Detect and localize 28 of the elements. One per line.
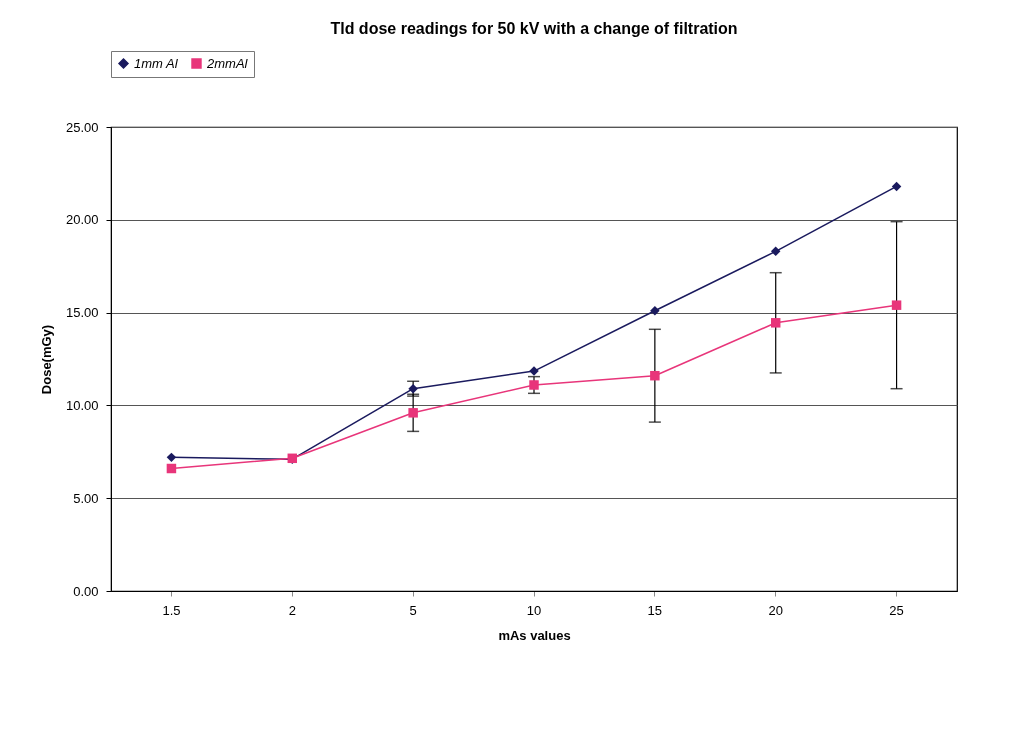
point [770,246,781,257]
y-axis-title: Dose(mGy) [38,324,54,395]
y-tick-label: 15.00 [65,305,99,321]
x-tick-label: 5 [409,602,417,618]
y-tick-label: 0.00 [73,583,99,599]
x-tick-label: 20 [768,602,783,618]
point [891,300,902,310]
x-tick-label: 15 [647,602,663,618]
point [166,463,177,474]
point [650,370,660,381]
x-tick-label: 1.5 [162,602,181,618]
point [166,452,177,463]
x-tick-label: 10 [526,602,542,618]
legend-label: 1mm Al [134,55,179,71]
y-tick-label: 5.00 [73,490,99,506]
chart-title: Tld dose readings for 50 kV with a change of filtration [330,19,738,37]
point [891,181,902,192]
y-tick-label: 25.00 [65,119,99,135]
x-tick-label: 25 [889,602,904,618]
point [529,380,539,390]
x-tick-label: 2 [288,602,296,618]
y-tick-label: 20.00 [65,212,99,228]
legend-label: 2mmAl [206,55,249,71]
y-tick-label: 10.00 [65,397,99,413]
x-axis-title: mAs values [498,627,571,643]
point [770,318,781,328]
point [650,306,660,316]
point [408,408,418,418]
